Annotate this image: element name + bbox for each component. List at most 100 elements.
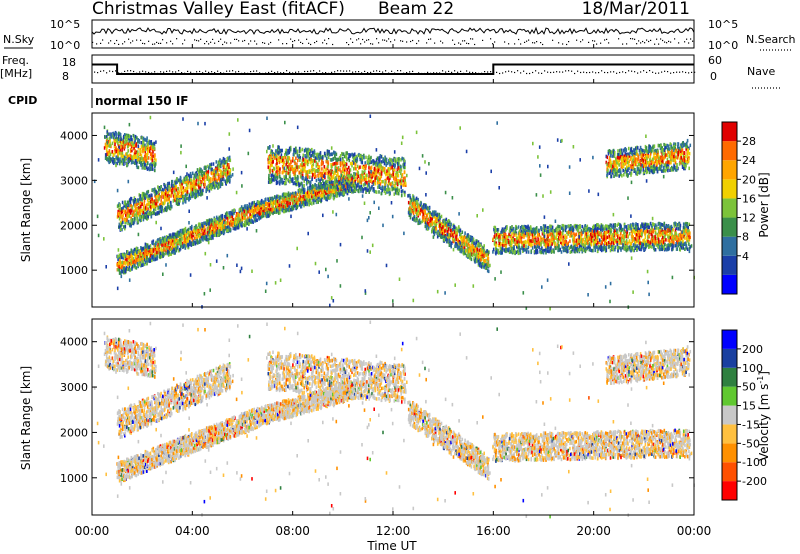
range-cell [149,259,151,263]
range-cell [199,237,201,241]
range-cell [437,232,440,236]
range-cell [551,225,554,230]
range-cell [593,242,595,246]
nsearch-dot [412,39,414,42]
range-cell [330,190,332,195]
range-cell [121,264,124,269]
range-cell [506,235,508,240]
range-cell [639,243,642,248]
range-cell [318,190,321,195]
range-cell [172,244,175,249]
range-cell [135,266,138,270]
range-cell [552,229,555,234]
range-cell [139,258,142,262]
range-cell [439,223,441,227]
range-cell [550,224,553,229]
range-cell [529,239,532,243]
range-cell [176,233,178,238]
range-cell [536,229,538,234]
range-cell [191,233,193,237]
range-cell [469,256,471,260]
nave-dot [616,72,618,74]
range-cell [463,242,466,247]
range-cell [505,244,507,248]
nave-dot [289,71,291,73]
nsearch-dot [688,42,690,44]
range-cell [179,228,182,233]
range-cell [522,227,524,232]
range-cell [287,191,290,195]
range-cell [437,217,440,222]
range-cell [578,225,580,230]
range-cell [308,192,310,197]
range-cell [200,233,203,237]
range-cell [512,230,515,234]
range-cell [304,202,307,207]
range-cell [117,264,119,268]
range-cell [255,203,257,207]
range-cell [511,225,513,229]
range-cell [556,237,559,242]
range-cell [476,259,478,263]
range-cell [484,259,486,263]
nave-label: Nave [747,65,775,78]
range-cell [122,269,125,273]
range-cell [308,198,311,203]
range-cell [659,228,661,233]
range-cell [142,251,145,256]
nsearch-dot [384,39,386,41]
range-cell [630,229,633,234]
nsearch-dot [370,43,372,45]
range-cell [551,242,553,246]
range-cell [122,256,125,260]
range-cell [578,248,581,252]
range-cell [240,219,242,223]
range-cell [470,238,472,242]
range-cell [119,263,122,268]
range-cell [298,203,301,207]
range-cell [442,235,445,239]
range-cell [224,215,226,219]
range-cell [305,199,307,203]
nave-dot [100,70,102,72]
nsearch-dot [118,43,120,45]
range-cell [260,204,262,209]
range-cell [503,229,506,233]
range-cell [569,239,571,243]
range-cell [129,251,131,255]
range-cell [659,222,662,226]
range-cell [251,214,253,218]
range-cell [594,235,597,239]
range-cell [224,225,226,229]
nsearch-dot [608,42,610,44]
nave-dot [505,71,507,73]
range-cell [575,242,578,247]
range-cell [187,232,190,237]
range-cell [575,232,577,237]
range-cell [478,242,480,246]
range-cell [477,259,480,264]
range-cell [296,201,298,205]
range-cell [660,239,663,244]
range-cell [616,233,618,237]
range-cell [285,208,288,213]
nsearch-dot [302,42,304,45]
range-cell [183,236,185,240]
range-cell [157,238,159,242]
nsearch-dot [282,43,284,45]
nsearch-dot [464,40,466,42]
range-cell [553,231,555,236]
range-cell [626,247,629,252]
range-cell [550,250,553,254]
range-cell [648,243,650,247]
range-cell [580,234,582,239]
range-cell [642,239,644,243]
range-cell [153,247,156,251]
range-cell [408,193,410,198]
range-cell [126,260,129,264]
range-cell [213,227,216,232]
range-cell [227,228,229,232]
range-cell [518,243,520,248]
range-cell [617,248,619,253]
range-cell [427,207,430,212]
